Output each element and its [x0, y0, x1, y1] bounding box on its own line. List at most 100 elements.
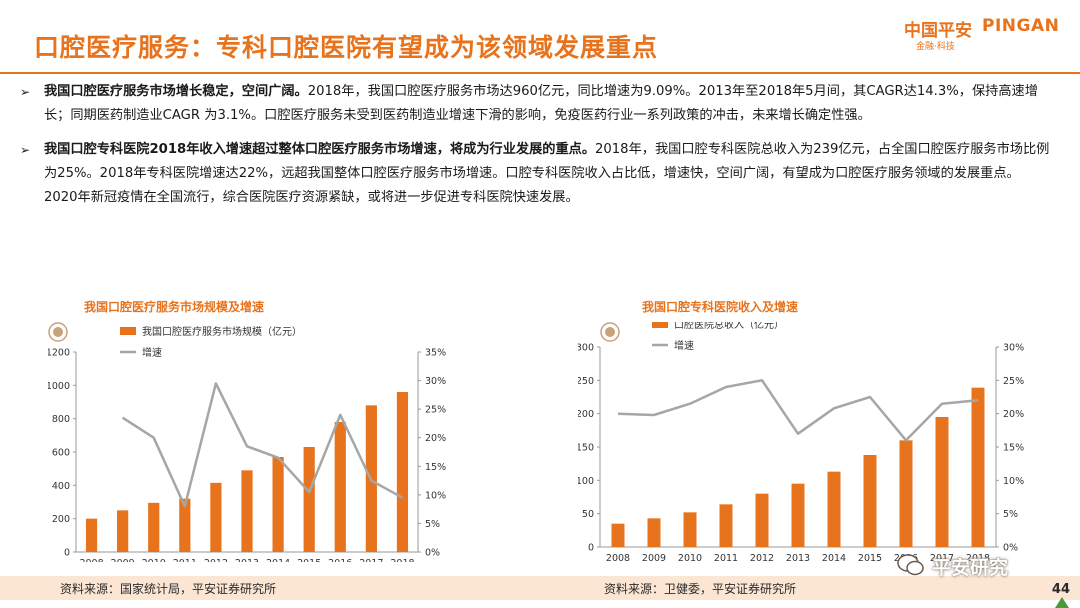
- legend-bar-swatch: [652, 322, 668, 328]
- y2-tick-label: 20%: [425, 433, 446, 444]
- x-tick-label: 2011: [714, 553, 738, 562]
- pingan-logo: 中国平安 PINGAN 金融·科技: [904, 16, 1064, 56]
- bullet-lead: 我国口腔医疗服务市场增长稳定，空间广阔。: [44, 84, 308, 99]
- chart-specialty-hospital: 我国口腔专科医院收入及增速 口腔医院总收入（亿元） 增速 0 50 100 150 200 2…: [578, 290, 1033, 570]
- x-tick-label: 2012: [204, 558, 228, 562]
- x-tick-label: 2018: [390, 558, 414, 562]
- bar: [935, 417, 949, 547]
- bar: [334, 422, 346, 552]
- y-tick-label: 0: [64, 548, 70, 559]
- x-tick-label: 2009: [642, 553, 666, 562]
- chart-plot: 口腔医院总收入（亿元） 增速 0 50 100 150 200 250 300 0% 5% 10% 15…: [578, 322, 1024, 562]
- bar: [971, 387, 985, 547]
- y-tick-label: 200: [52, 514, 70, 525]
- y2-tick-label: 5%: [1003, 509, 1018, 520]
- bar: [148, 502, 160, 552]
- x-tick-label: 2013: [235, 558, 259, 562]
- y-tick-label: 0: [588, 543, 594, 554]
- bar: [647, 518, 661, 547]
- y-tick-label: 1000: [48, 381, 70, 392]
- bar: [210, 482, 222, 552]
- y-tick-label: 250: [578, 376, 594, 387]
- bar: [179, 498, 191, 552]
- y2-tick-label: 0%: [1003, 543, 1018, 554]
- header-divider: [0, 72, 1080, 74]
- y2-tick-label: 0%: [425, 548, 440, 559]
- bullet-lead: 我国口腔专科医院2018年收入增速超过整体口腔医疗服务市场增速，将成为行业发展的…: [44, 142, 596, 157]
- bar: [611, 523, 625, 547]
- y-tick-label: 100: [578, 476, 594, 487]
- x-tick-label: 2010: [142, 558, 166, 562]
- x-tick-label: 2014: [266, 558, 290, 562]
- x-tick-label: 2018: [966, 553, 990, 562]
- arrow-bullet-icon: ➢: [20, 143, 31, 157]
- legend-bar-swatch: [120, 327, 136, 335]
- bar: [272, 457, 284, 552]
- wechat-icon: [897, 554, 924, 576]
- bar: [899, 440, 913, 547]
- y2-tick-label: 15%: [1003, 443, 1024, 454]
- x-tick-label: 2016: [328, 558, 352, 562]
- bullet-body: 2018年，我国口腔医疗服务市场达960亿元，同比增速为9.09%。2013年至…: [44, 84, 1038, 123]
- bullet-item: ➢ 我国口腔医疗服务市场增长稳定，空间广阔。2018年，我国口腔医疗服务市场达9…: [20, 80, 1050, 128]
- bullet-item: ➢ 我国口腔专科医院2018年收入增速超过整体口腔医疗服务市场增速，将成为行业发…: [20, 138, 1050, 210]
- growth-line: [617, 379, 979, 442]
- y2-tick-label: 25%: [1003, 376, 1024, 387]
- chart-plot: 我国口腔医疗服务市场规模（亿元） 增速 0 200 400 600 800 1000 1200 0…: [48, 325, 446, 562]
- bar: [719, 504, 733, 547]
- bar: [863, 455, 877, 547]
- legend-bar-label: 口腔医院总收入（亿元）: [674, 322, 784, 331]
- y-tick-label: 200: [578, 409, 594, 420]
- y2-tick-label: 10%: [1003, 476, 1024, 487]
- y-tick-label: 300: [578, 343, 594, 354]
- y-tick-label: 400: [52, 481, 70, 492]
- bullet-list: ➢ 我国口腔医疗服务市场增长稳定，空间广阔。2018年，我国口腔医疗服务市场达9…: [20, 80, 1050, 220]
- x-tick-label: 2010: [678, 553, 702, 562]
- bar: [755, 493, 769, 547]
- y2-tick-label: 25%: [425, 405, 446, 416]
- x-tick-label: 2008: [606, 553, 630, 562]
- x-tick-label: 2013: [786, 553, 810, 562]
- logo-subtitle: 金融·科技: [916, 42, 955, 52]
- y2-tick-label: 35%: [425, 348, 446, 359]
- source-left: 资料来源：国家统计局，平安证券研究所: [60, 582, 277, 596]
- arrow-bullet-icon: ➢: [20, 85, 31, 99]
- bar: [396, 392, 409, 552]
- x-tick-label: 2014: [822, 553, 846, 562]
- x-tick-label: 2015: [297, 558, 321, 562]
- x-tick-label: 2011: [173, 558, 197, 562]
- y-tick-label: 50: [582, 509, 594, 520]
- target-icon: [600, 322, 620, 342]
- corner-triangle-icon: [1055, 597, 1069, 608]
- x-tick-label: 2008: [79, 558, 103, 562]
- bar: [791, 483, 805, 547]
- legend-bar-label: 我国口腔医疗服务市场规模（亿元）: [142, 325, 302, 338]
- bullet-body: 2018年，我国口腔专科医院总收入为239亿元，占全国口腔医疗服务市场比例为25…: [44, 142, 1050, 205]
- source-bar: [0, 576, 1080, 600]
- chart-title: 我国口腔专科医院收入及增速: [642, 300, 799, 314]
- legend-line-label: 增速: [142, 346, 162, 359]
- y2-tick-label: 30%: [1003, 343, 1024, 354]
- y2-tick-label: 20%: [1003, 409, 1024, 420]
- chart-market-size: 我国口腔医疗服务市场规模及增速 我国口腔医疗服务市场规模（亿元） 增速 0 200 40…: [48, 290, 468, 570]
- bar: [827, 471, 841, 547]
- y2-tick-label: 10%: [425, 490, 446, 501]
- target-icon: [48, 322, 68, 342]
- bar: [683, 512, 697, 547]
- y-tick-label: 800: [52, 414, 70, 425]
- y-tick-label: 600: [52, 448, 70, 459]
- bar: [117, 510, 129, 552]
- y-tick-label: 150: [578, 443, 594, 454]
- growth-line: [121, 382, 404, 508]
- bar: [303, 447, 315, 552]
- watermark: 平安研究: [932, 557, 1009, 579]
- x-tick-label: 2009: [111, 558, 135, 562]
- bar: [241, 470, 253, 552]
- x-tick-label: 2017: [359, 558, 383, 562]
- bar: [85, 518, 98, 552]
- page-number: 44: [1051, 582, 1070, 597]
- source-right: 资料来源：卫健委，平安证券研究所: [604, 582, 797, 596]
- legend-line-label: 增速: [674, 339, 694, 352]
- chart-title: 我国口腔医疗服务市场规模及增速: [84, 300, 265, 314]
- y2-tick-label: 15%: [425, 462, 446, 473]
